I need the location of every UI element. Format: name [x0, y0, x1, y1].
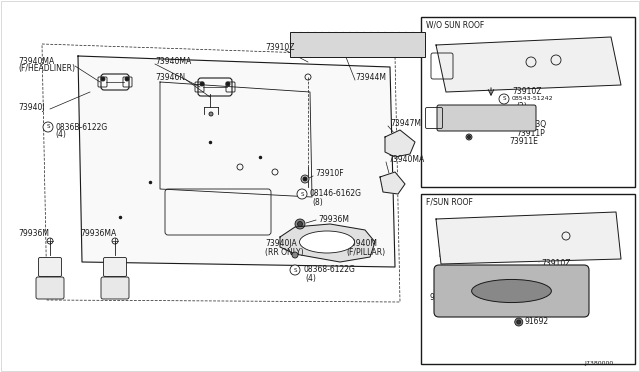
Bar — [290, 32, 425, 57]
Text: 73944M: 73944M — [355, 73, 386, 81]
Polygon shape — [436, 212, 621, 264]
Text: 73913Q: 73913Q — [516, 121, 546, 129]
Text: 73940J: 73940J — [18, 103, 45, 112]
Circle shape — [226, 82, 230, 86]
Bar — [421, 17, 635, 187]
Text: 08368-6122G: 08368-6122G — [303, 266, 355, 275]
Circle shape — [297, 189, 307, 199]
Text: 73911E: 73911E — [509, 137, 538, 145]
Text: (F/PILLAR): (F/PILLAR) — [346, 247, 385, 257]
Text: 73940JA: 73940JA — [265, 240, 297, 248]
Text: F/SUN ROOF: F/SUN ROOF — [426, 198, 473, 206]
Circle shape — [516, 320, 521, 324]
Text: 73910Z: 73910Z — [512, 87, 541, 96]
Circle shape — [101, 77, 105, 81]
FancyBboxPatch shape — [104, 257, 127, 276]
Text: 73946N: 73946N — [155, 73, 185, 81]
Polygon shape — [380, 172, 405, 194]
Circle shape — [466, 134, 472, 140]
Text: (RR ONLY): (RR ONLY) — [265, 247, 303, 257]
Text: S: S — [300, 192, 304, 196]
Text: 73947M: 73947M — [390, 119, 421, 128]
Text: S: S — [46, 125, 50, 129]
Text: W/O SUN ROOF: W/O SUN ROOF — [426, 20, 484, 29]
Circle shape — [290, 265, 300, 275]
Text: 0836B-6122G: 0836B-6122G — [55, 122, 108, 131]
Text: 73940M: 73940M — [346, 240, 377, 248]
Text: (4): (4) — [305, 273, 316, 282]
Text: 91692: 91692 — [525, 317, 549, 327]
FancyBboxPatch shape — [36, 277, 64, 299]
Text: 73911P: 73911P — [516, 128, 545, 138]
Text: 73940MA: 73940MA — [18, 58, 54, 67]
Circle shape — [125, 77, 129, 81]
Bar — [421, 194, 635, 364]
Circle shape — [303, 177, 307, 181]
Text: J7380000: J7380000 — [585, 362, 614, 366]
Text: 08146-6162G: 08146-6162G — [310, 189, 362, 199]
Text: (2): (2) — [516, 102, 527, 110]
Polygon shape — [78, 56, 395, 267]
Circle shape — [200, 82, 204, 86]
Text: 79936M: 79936M — [18, 230, 49, 238]
Circle shape — [515, 318, 523, 326]
Ellipse shape — [472, 279, 552, 302]
Text: 73910Z: 73910Z — [265, 42, 294, 51]
Circle shape — [295, 219, 305, 229]
Circle shape — [301, 175, 309, 183]
Circle shape — [292, 252, 298, 258]
Text: 73910F: 73910F — [315, 170, 344, 179]
Text: 91680: 91680 — [429, 292, 453, 301]
Text: 73910Z: 73910Z — [541, 260, 570, 269]
Polygon shape — [436, 37, 621, 92]
FancyBboxPatch shape — [101, 277, 129, 299]
Text: 08543-51242: 08543-51242 — [512, 96, 554, 102]
Circle shape — [209, 112, 213, 116]
Text: 79936MA: 79936MA — [80, 230, 116, 238]
Text: (8): (8) — [312, 198, 323, 206]
Polygon shape — [280, 224, 375, 262]
FancyBboxPatch shape — [38, 257, 61, 276]
Text: (F/HEADLINER): (F/HEADLINER) — [18, 64, 75, 74]
Text: 79936M: 79936M — [318, 215, 349, 224]
Text: (4): (4) — [55, 131, 66, 140]
FancyBboxPatch shape — [434, 265, 589, 317]
FancyBboxPatch shape — [437, 105, 536, 131]
Circle shape — [467, 135, 470, 138]
Circle shape — [298, 221, 303, 227]
Text: 73940MA: 73940MA — [388, 155, 424, 164]
Text: S: S — [502, 96, 506, 102]
Ellipse shape — [300, 231, 355, 253]
Text: S: S — [293, 267, 297, 273]
Circle shape — [499, 94, 509, 104]
Circle shape — [43, 122, 53, 132]
Text: 73940MA: 73940MA — [155, 58, 191, 67]
Polygon shape — [385, 130, 415, 157]
